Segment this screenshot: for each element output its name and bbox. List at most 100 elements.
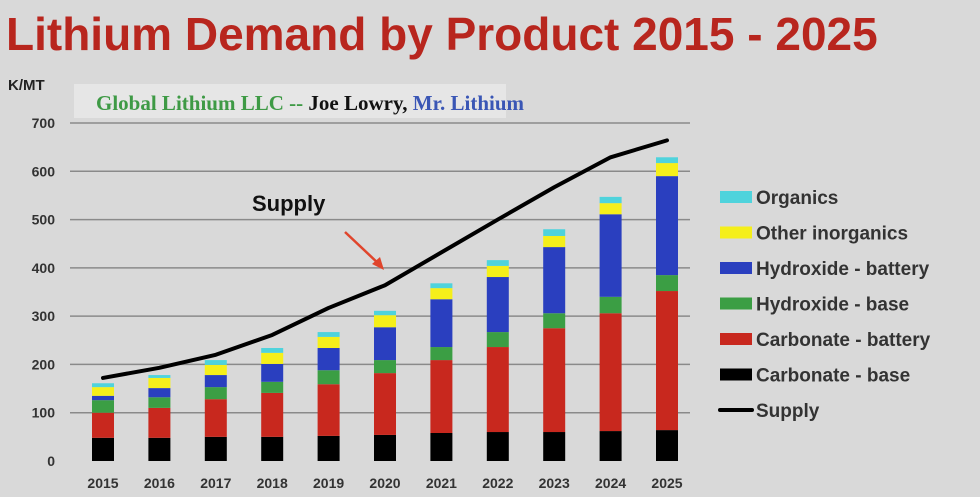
bar-segment-carbonate-battery-2018 bbox=[261, 392, 284, 437]
bar-segment-carbonate-battery-2020 bbox=[374, 373, 396, 435]
bars bbox=[92, 157, 678, 461]
legend-item: Hydroxide - battery bbox=[720, 259, 930, 280]
bar-segment-hydroxide-base-2022 bbox=[486, 332, 509, 348]
bar-segment-hydroxide-battery-2015 bbox=[92, 395, 114, 401]
y-tick-label: 0 bbox=[47, 453, 55, 469]
chart-subtitle: Global Lithium LLC -- Joe Lowry, Mr. Lit… bbox=[96, 91, 525, 115]
legend-label: Supply bbox=[756, 401, 820, 422]
chart-title: Lithium Demand by Product 2015 - 2025 bbox=[6, 8, 878, 60]
subtitle-company: Global Lithium LLC -- bbox=[96, 91, 303, 115]
bar-segment-organics-2022 bbox=[486, 260, 509, 266]
bar-segment-other-inorganics-2018 bbox=[261, 352, 284, 364]
y-axis-label: K/MT bbox=[8, 77, 45, 94]
legend-item: Carbonate - battery bbox=[720, 330, 931, 351]
bar-segment-carbonate-battery-2025 bbox=[656, 291, 678, 431]
bar-segment-organics-2015 bbox=[92, 383, 114, 388]
bar-segment-carbonate-base-2022 bbox=[486, 432, 509, 461]
bar-segment-carbonate-battery-2022 bbox=[486, 347, 509, 433]
bar-segment-hydroxide-base-2016 bbox=[148, 397, 171, 408]
bar-segment-carbonate-base-2024 bbox=[599, 431, 622, 461]
x-tick-label: 2021 bbox=[426, 475, 457, 491]
bar-segment-hydroxide-base-2020 bbox=[374, 360, 396, 374]
bar-segment-carbonate-base-2025 bbox=[656, 430, 678, 461]
bar-segment-hydroxide-battery-2023 bbox=[543, 247, 566, 314]
bar-segment-hydroxide-battery-2020 bbox=[374, 327, 396, 361]
x-tick-label: 2015 bbox=[87, 475, 118, 491]
bar-segment-hydroxide-battery-2017 bbox=[204, 375, 227, 388]
bar-segment-hydroxide-base-2017 bbox=[204, 387, 227, 400]
x-axis-ticks: 2015 2016 2017 2018 2019 2020 2021 2022 2023 2024… bbox=[87, 475, 682, 491]
legend-label: Hydroxide - battery bbox=[756, 259, 930, 280]
supply-line-group bbox=[101, 138, 669, 380]
bar-segment-organics-2017 bbox=[204, 360, 227, 365]
bar-segment-organics-2024 bbox=[599, 196, 622, 204]
legend-item: Carbonate - base bbox=[720, 366, 910, 387]
bar-segment-organics-2023 bbox=[543, 229, 566, 236]
bar-segment-other-inorganics-2022 bbox=[486, 265, 509, 278]
bar-segment-other-inorganics-2025 bbox=[656, 163, 678, 177]
y-tick-label: 700 bbox=[32, 115, 56, 131]
legend-swatch bbox=[720, 226, 752, 239]
bar-segment-hydroxide-base-2023 bbox=[543, 313, 566, 329]
bar-segment-carbonate-battery-2015 bbox=[92, 412, 114, 438]
bar-segment-hydroxide-battery-2019 bbox=[317, 348, 340, 371]
legend-label: Hydroxide - base bbox=[756, 295, 909, 316]
legend-item: Supply bbox=[718, 401, 820, 422]
bar-segment-other-inorganics-2019 bbox=[317, 336, 340, 349]
bar-segment-other-inorganics-2021 bbox=[430, 288, 453, 300]
y-tick-label: 400 bbox=[32, 260, 56, 276]
x-tick-label: 2022 bbox=[482, 475, 513, 491]
legend-swatch bbox=[720, 191, 752, 203]
annotation-arrow bbox=[344, 231, 384, 270]
y-tick-label: 300 bbox=[32, 308, 56, 324]
legend: Organics Other inorganics Hydroxide - batt… bbox=[718, 188, 931, 422]
bar-segment-hydroxide-battery-2025 bbox=[656, 176, 678, 276]
bar-segment-carbonate-base-2019 bbox=[317, 435, 340, 461]
legend-swatch bbox=[720, 368, 752, 381]
bar-segment-carbonate-battery-2019 bbox=[317, 384, 340, 436]
bar-segment-carbonate-base-2021 bbox=[430, 432, 453, 461]
y-tick-label: 500 bbox=[32, 212, 56, 228]
bar-segment-organics-2018 bbox=[261, 348, 284, 353]
legend-label: Organics bbox=[756, 188, 838, 209]
bar-segment-organics-2025 bbox=[656, 157, 678, 164]
legend-swatch bbox=[720, 297, 752, 310]
x-tick-label: 2025 bbox=[651, 475, 682, 491]
bar-segment-carbonate-base-2018 bbox=[261, 436, 284, 461]
legend-label: Carbonate - base bbox=[756, 366, 910, 387]
bar-segment-organics-2021 bbox=[430, 283, 453, 289]
legend-swatch bbox=[720, 262, 752, 274]
legend-label: Other inorganics bbox=[756, 224, 908, 245]
legend-label: Carbonate - battery bbox=[756, 330, 931, 351]
y-axis-ticks: 0 100 200 300 400 500 600 700 bbox=[32, 115, 56, 469]
bar-segment-carbonate-base-2023 bbox=[543, 432, 566, 461]
bar-segment-carbonate-base-2016 bbox=[148, 437, 171, 461]
bar-segment-organics-2016 bbox=[148, 375, 171, 378]
subtitle-author: Joe Lowry, bbox=[303, 91, 407, 115]
bar-segment-hydroxide-base-2025 bbox=[656, 275, 678, 292]
y-tick-label: 100 bbox=[32, 405, 56, 421]
bar-segment-other-inorganics-2023 bbox=[543, 235, 566, 248]
legend-item: Other inorganics bbox=[720, 224, 908, 245]
bar-segment-organics-2019 bbox=[317, 332, 340, 337]
bar-segment-other-inorganics-2016 bbox=[148, 377, 171, 389]
subtitle-nickname: Mr. Lithium bbox=[408, 91, 525, 115]
supply-line bbox=[101, 138, 669, 380]
bar-segment-hydroxide-base-2018 bbox=[261, 381, 284, 393]
bar-segment-other-inorganics-2017 bbox=[204, 364, 227, 376]
bar-segment-hydroxide-battery-2024 bbox=[599, 214, 622, 297]
legend-item: Hydroxide - base bbox=[720, 295, 909, 316]
y-tick-label: 200 bbox=[32, 356, 56, 372]
bar-segment-carbonate-base-2020 bbox=[374, 434, 396, 461]
bar-segment-hydroxide-battery-2022 bbox=[486, 277, 509, 333]
bar-segment-carbonate-base-2017 bbox=[204, 436, 227, 461]
bar-segment-carbonate-battery-2017 bbox=[204, 399, 227, 437]
subtitle-box bbox=[74, 84, 506, 118]
bar-segment-hydroxide-base-2015 bbox=[92, 400, 114, 413]
x-tick-label: 2016 bbox=[144, 475, 175, 491]
bar-segment-carbonate-battery-2016 bbox=[148, 407, 171, 438]
bar-segment-other-inorganics-2015 bbox=[92, 387, 114, 396]
bar-segment-organics-2020 bbox=[374, 310, 396, 316]
bar-segment-other-inorganics-2020 bbox=[374, 315, 396, 328]
